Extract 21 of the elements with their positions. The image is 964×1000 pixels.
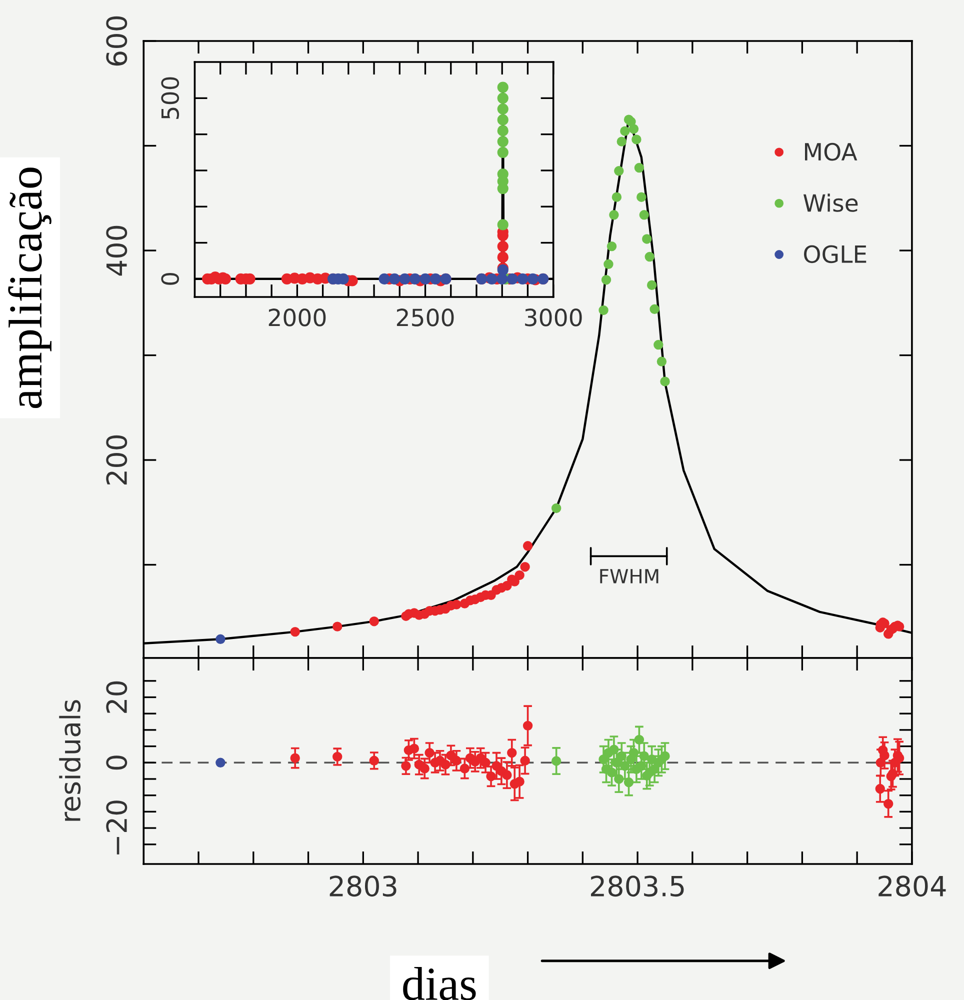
legend-label: OGLE bbox=[804, 245, 866, 264]
y-tick-label: 400 bbox=[106, 226, 128, 276]
y-tick-label: 0 bbox=[161, 272, 180, 285]
y-tick-label: 20 bbox=[106, 681, 128, 713]
y-tick-label: 600 bbox=[106, 16, 128, 66]
y-axis-title: amplificação bbox=[8, 168, 52, 408]
x-tick-label: 2500 bbox=[396, 308, 454, 326]
legend-label: Wise bbox=[803, 194, 858, 212]
x-tick-label: 2804 bbox=[878, 876, 946, 897]
annotation: FWHM bbox=[600, 569, 658, 584]
y-tick-label: −20 bbox=[106, 800, 128, 854]
x-tick-label: 2803.5 bbox=[590, 876, 684, 897]
y-axis-title: residuals bbox=[59, 700, 81, 821]
x-tick-label: 3000 bbox=[525, 308, 582, 326]
x-axis-title: dias bbox=[403, 967, 476, 1000]
y-tick-label: 500 bbox=[161, 77, 180, 119]
legend-label: MOA bbox=[805, 142, 858, 161]
x-tick-label: 2803 bbox=[330, 876, 396, 897]
y-tick-label: 0 bbox=[106, 756, 128, 770]
y-tick-label: 200 bbox=[106, 435, 128, 484]
x-tick-label: 2000 bbox=[268, 308, 326, 326]
